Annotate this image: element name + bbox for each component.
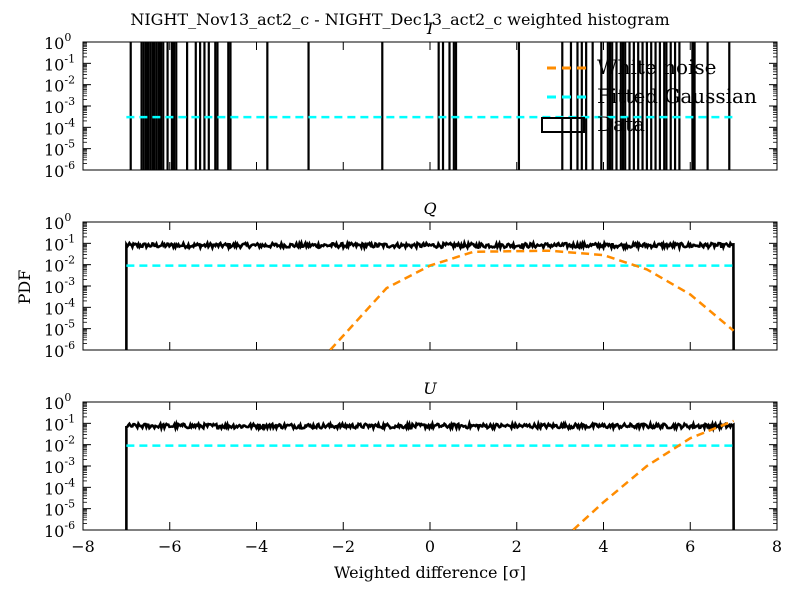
plot-frame-u xyxy=(82,401,778,531)
y-tick-label-q: 10-1 xyxy=(44,232,75,254)
x-tick-label: 6 xyxy=(685,537,695,556)
y-tick-label-q: 10-2 xyxy=(44,254,75,276)
y-tick-label-u: 10-2 xyxy=(44,434,75,456)
y-tick-label-q: 10-6 xyxy=(44,339,75,361)
panel-title-q: Q xyxy=(423,199,436,218)
legend-label-white-noise: White noise xyxy=(597,55,716,79)
y-tick-label-u: 10-4 xyxy=(44,476,75,498)
y-tick-label-i: 10-3 xyxy=(44,95,75,117)
x-tick-label: −8 xyxy=(71,537,95,556)
y-tick-label-u: 10-1 xyxy=(44,412,75,434)
x-tick-label: −6 xyxy=(158,537,182,556)
y-tick-label-i: 10-1 xyxy=(44,52,75,74)
y-tick-label-u: 10-6 xyxy=(44,519,75,541)
data-histogram-q xyxy=(125,238,735,350)
y-tick-label-u: 10-3 xyxy=(44,455,75,477)
y-tick-label-u: 10-5 xyxy=(44,498,75,520)
y-tick-label-i: 10-2 xyxy=(44,74,75,96)
y-tick-label-u: 100 xyxy=(44,391,71,413)
x-tick-labels: −8 −6 −4 −2 0 2 4 6 8 xyxy=(71,537,782,556)
data-histogram-u xyxy=(125,418,735,530)
x-tick-label: 4 xyxy=(598,537,608,556)
x-tick-label: −2 xyxy=(331,537,355,556)
legend: White noise Fitted Gaussian Data xyxy=(541,55,757,136)
y-tick-label-i: 10-6 xyxy=(44,159,75,181)
panel-title-u: U xyxy=(423,379,437,398)
y-tick-label-q: 10-5 xyxy=(44,318,75,340)
y-tick-label-i: 100 xyxy=(44,31,71,53)
x-tick-label: 8 xyxy=(772,537,782,556)
y-tick-label-q: 10-4 xyxy=(44,296,75,318)
legend-swatch-data xyxy=(541,117,585,133)
legend-label-data: Data xyxy=(597,112,645,136)
white-noise-curve-q xyxy=(329,249,735,350)
y-axis-label: PDF xyxy=(15,270,34,305)
figure-title: NIGHT_Nov13_act2_c - NIGHT_Dec13_act2_c … xyxy=(130,10,669,29)
x-tick-label: 2 xyxy=(512,537,522,556)
panel-title-i: I xyxy=(426,19,434,38)
y-tick-label-i: 10-4 xyxy=(44,116,75,138)
y-tick-label-i: 10-5 xyxy=(44,138,75,160)
y-tick-label-q: 100 xyxy=(44,211,71,233)
white-noise-curve-u xyxy=(572,419,735,530)
legend-label-fitted-gaussian: Fitted Gaussian xyxy=(597,84,757,108)
x-tick-label: 0 xyxy=(425,537,435,556)
x-tick-label: −4 xyxy=(245,537,269,556)
x-axis-label: Weighted difference [σ] xyxy=(334,563,526,582)
y-tick-label-q: 10-3 xyxy=(44,275,75,297)
